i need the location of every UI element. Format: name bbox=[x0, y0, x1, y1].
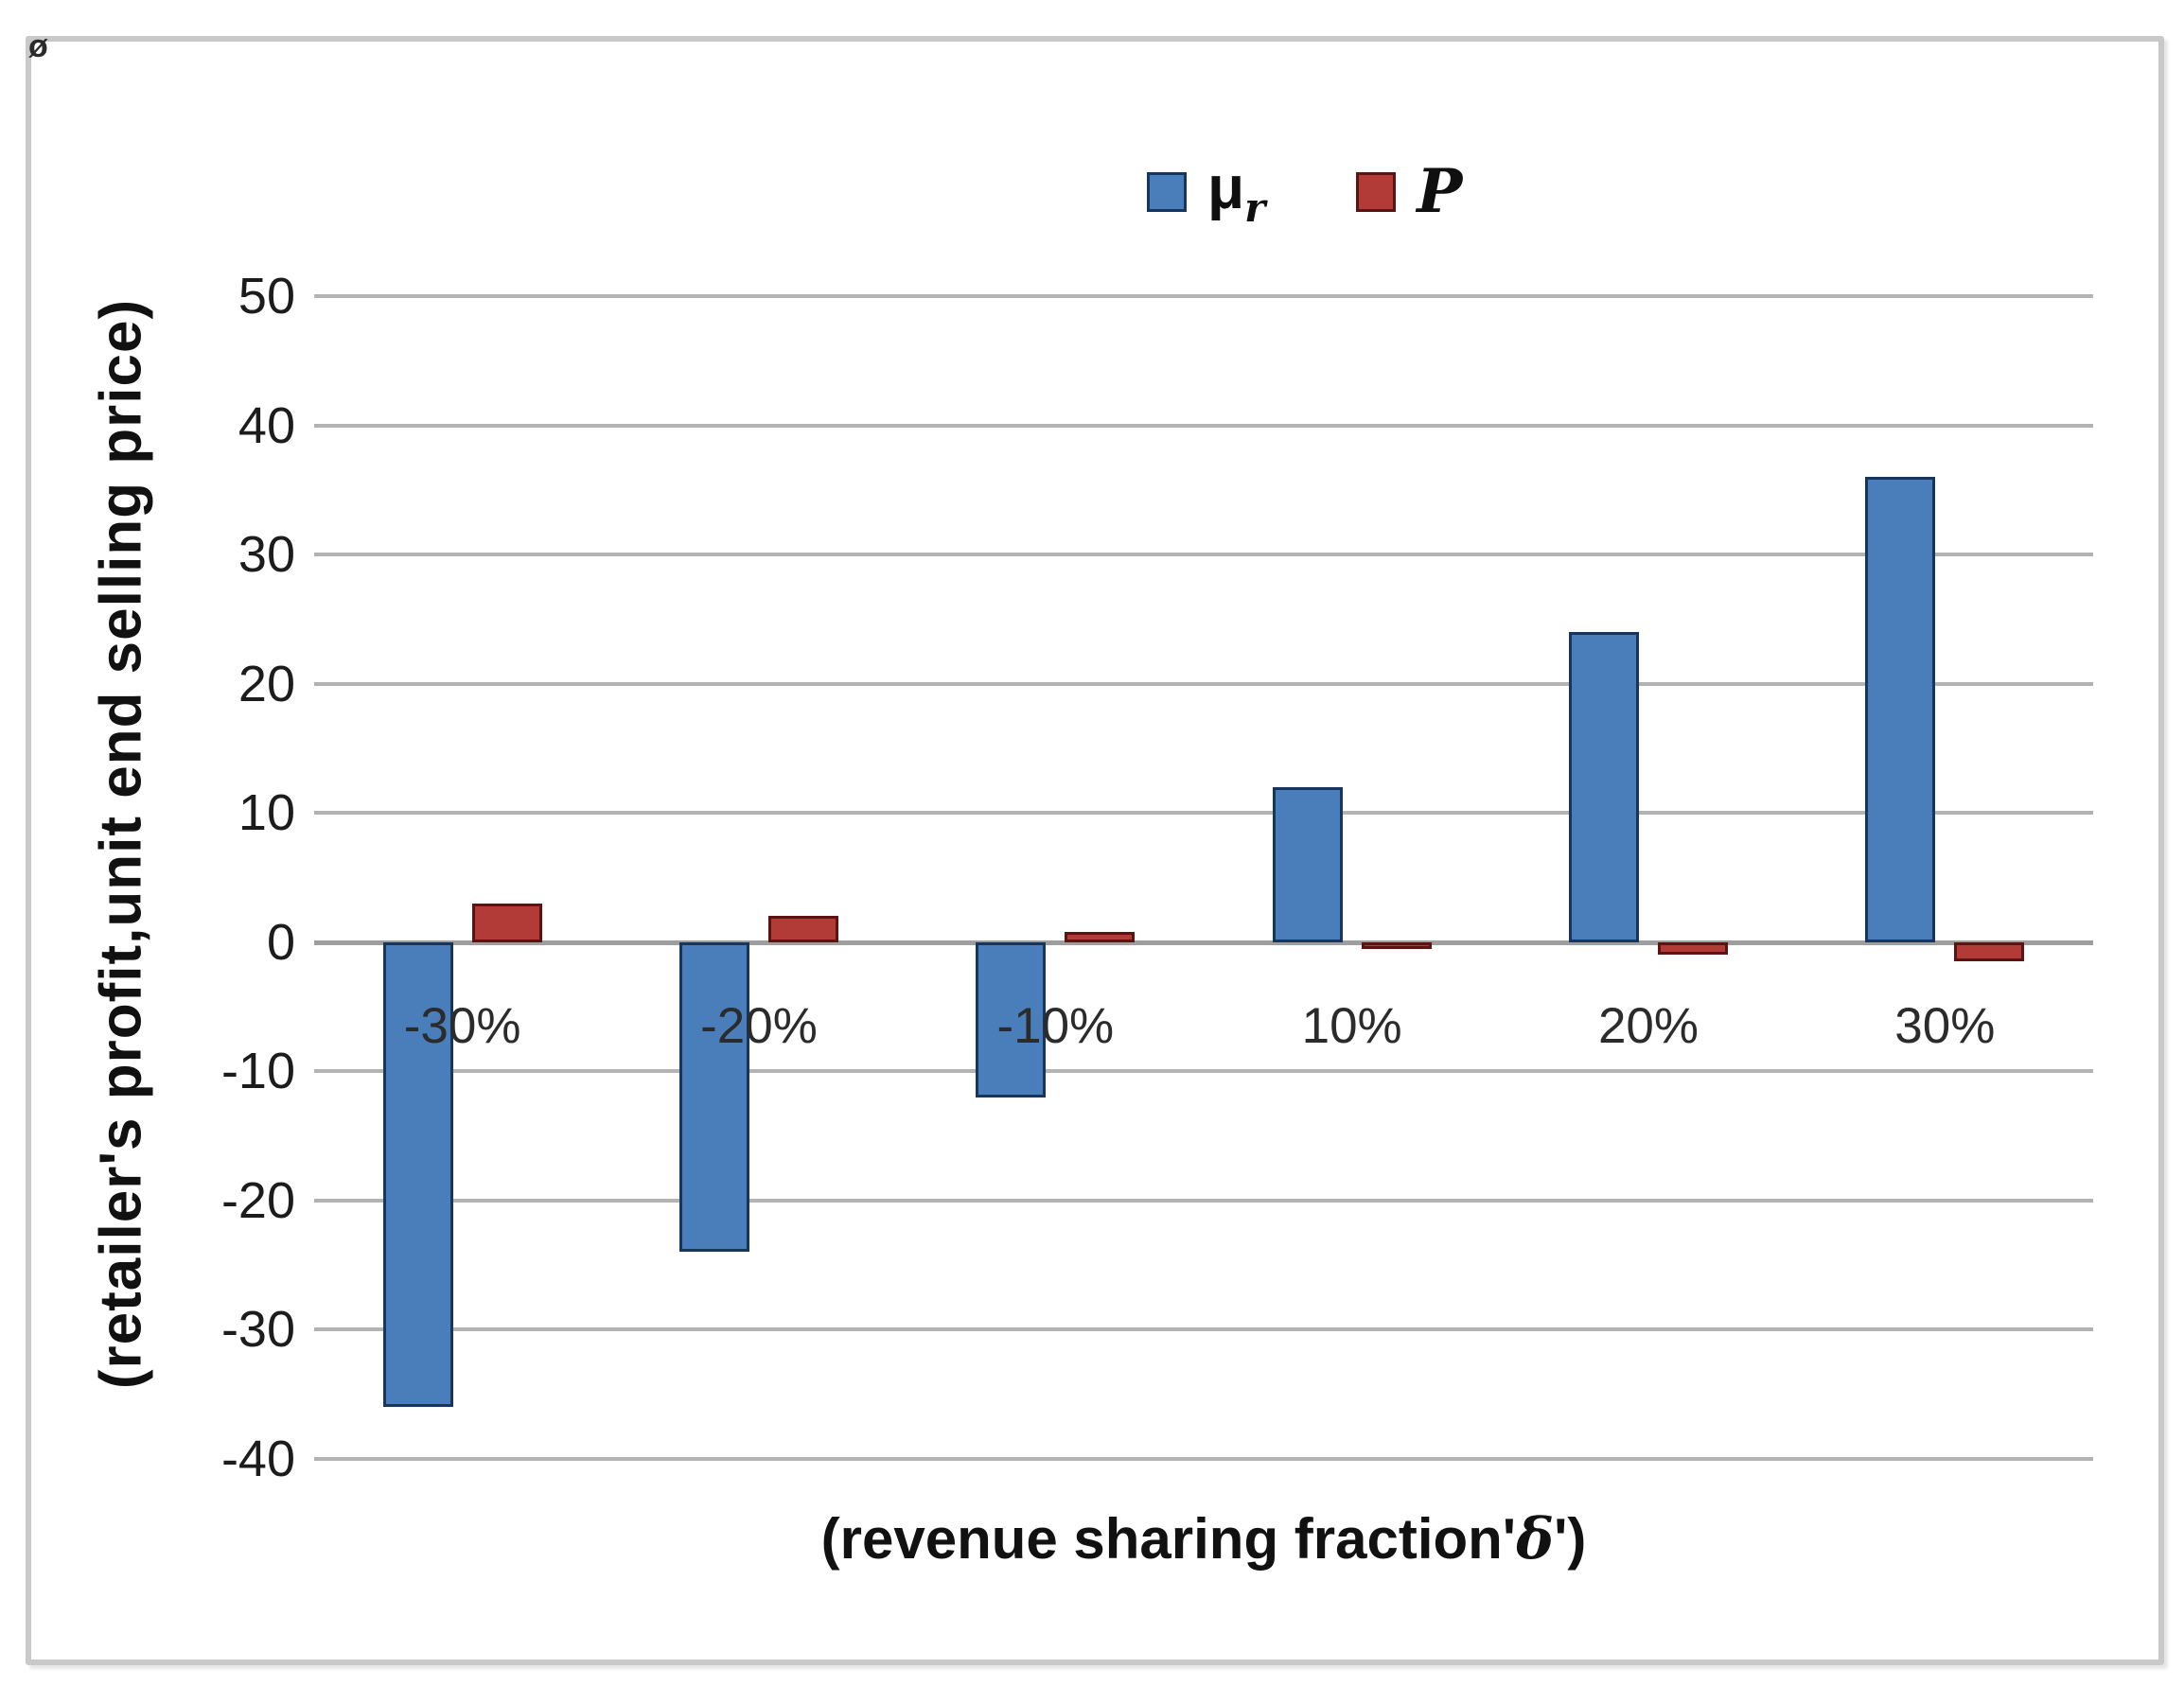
bar-p--10% bbox=[1065, 931, 1136, 942]
y-tick-label--10: -10 bbox=[220, 1043, 295, 1100]
y-tick-label--20: -20 bbox=[220, 1171, 295, 1229]
gridline-y--10 bbox=[314, 1069, 2093, 1074]
gridline-y--40 bbox=[314, 1457, 2093, 1461]
bar-p-30% bbox=[1954, 941, 2025, 962]
figure-border bbox=[26, 36, 2164, 1665]
y-tick-label-30: 30 bbox=[238, 526, 295, 584]
legend-item-p: P bbox=[1356, 162, 1462, 222]
bar-mu-r-10% bbox=[1272, 786, 1343, 942]
bar-mu-r-30% bbox=[1865, 477, 1936, 942]
x-category-label-10%: 10% bbox=[1301, 998, 1402, 1054]
gridline-y-40 bbox=[314, 423, 2093, 428]
corner-artifact-glyph: ø bbox=[28, 28, 48, 64]
p-legend-label: P bbox=[1417, 156, 1463, 228]
p-legend-swatch bbox=[1356, 172, 1397, 213]
gridline-y-10 bbox=[314, 811, 2093, 816]
y-tick-label-0: 0 bbox=[266, 913, 295, 971]
y-tick-label-10: 10 bbox=[238, 784, 295, 842]
mu-r-legend-label: μr bbox=[1207, 157, 1265, 228]
gridline-y--30 bbox=[314, 1327, 2093, 1332]
bar-mu-r--20% bbox=[679, 941, 749, 1253]
y-tick-label-50: 50 bbox=[238, 268, 295, 325]
x-axis-title: (revenue sharing fraction'δ') bbox=[314, 1506, 2093, 1572]
chart-legend: μr P bbox=[1147, 157, 1462, 228]
y-tick-label-40: 40 bbox=[238, 396, 295, 454]
bar-p-20% bbox=[1658, 941, 1728, 956]
y-tick-label--40: -40 bbox=[220, 1431, 295, 1487]
bar-mu-r-20% bbox=[1569, 632, 1639, 942]
bar-mu-r--10% bbox=[976, 941, 1047, 1098]
gridline-y-30 bbox=[314, 553, 2093, 557]
x-axis-title-close: ') bbox=[1554, 1507, 1587, 1571]
gridline-y-0 bbox=[314, 940, 2093, 945]
delta-symbol: δ bbox=[1516, 1506, 1555, 1572]
y-tick-label--30: -30 bbox=[220, 1301, 295, 1359]
bar-p--30% bbox=[471, 903, 542, 942]
y-tick-label-20: 20 bbox=[238, 655, 295, 712]
x-axis-title-text: (revenue sharing fraction' bbox=[820, 1507, 1517, 1571]
x-category-label--20%: -20% bbox=[700, 998, 818, 1054]
mu-subscript: r bbox=[1244, 184, 1266, 231]
gridline-y--20 bbox=[314, 1198, 2093, 1203]
mu-r-legend-swatch bbox=[1147, 172, 1187, 213]
bar-p-10% bbox=[1361, 941, 1432, 949]
mu-glyph: μ bbox=[1207, 153, 1245, 221]
gridline-y-50 bbox=[314, 294, 2093, 298]
x-category-label-20%: 20% bbox=[1597, 998, 1700, 1054]
bar-p--20% bbox=[768, 916, 838, 942]
legend-item-mu-r: μr bbox=[1147, 157, 1265, 228]
x-category-label--10%: -10% bbox=[996, 998, 1115, 1054]
x-category-label--30%: -30% bbox=[403, 998, 521, 1054]
bar-mu-r--30% bbox=[382, 941, 453, 1408]
gridline-y-20 bbox=[314, 681, 2093, 686]
x-category-label-30%: 30% bbox=[1894, 998, 1996, 1054]
